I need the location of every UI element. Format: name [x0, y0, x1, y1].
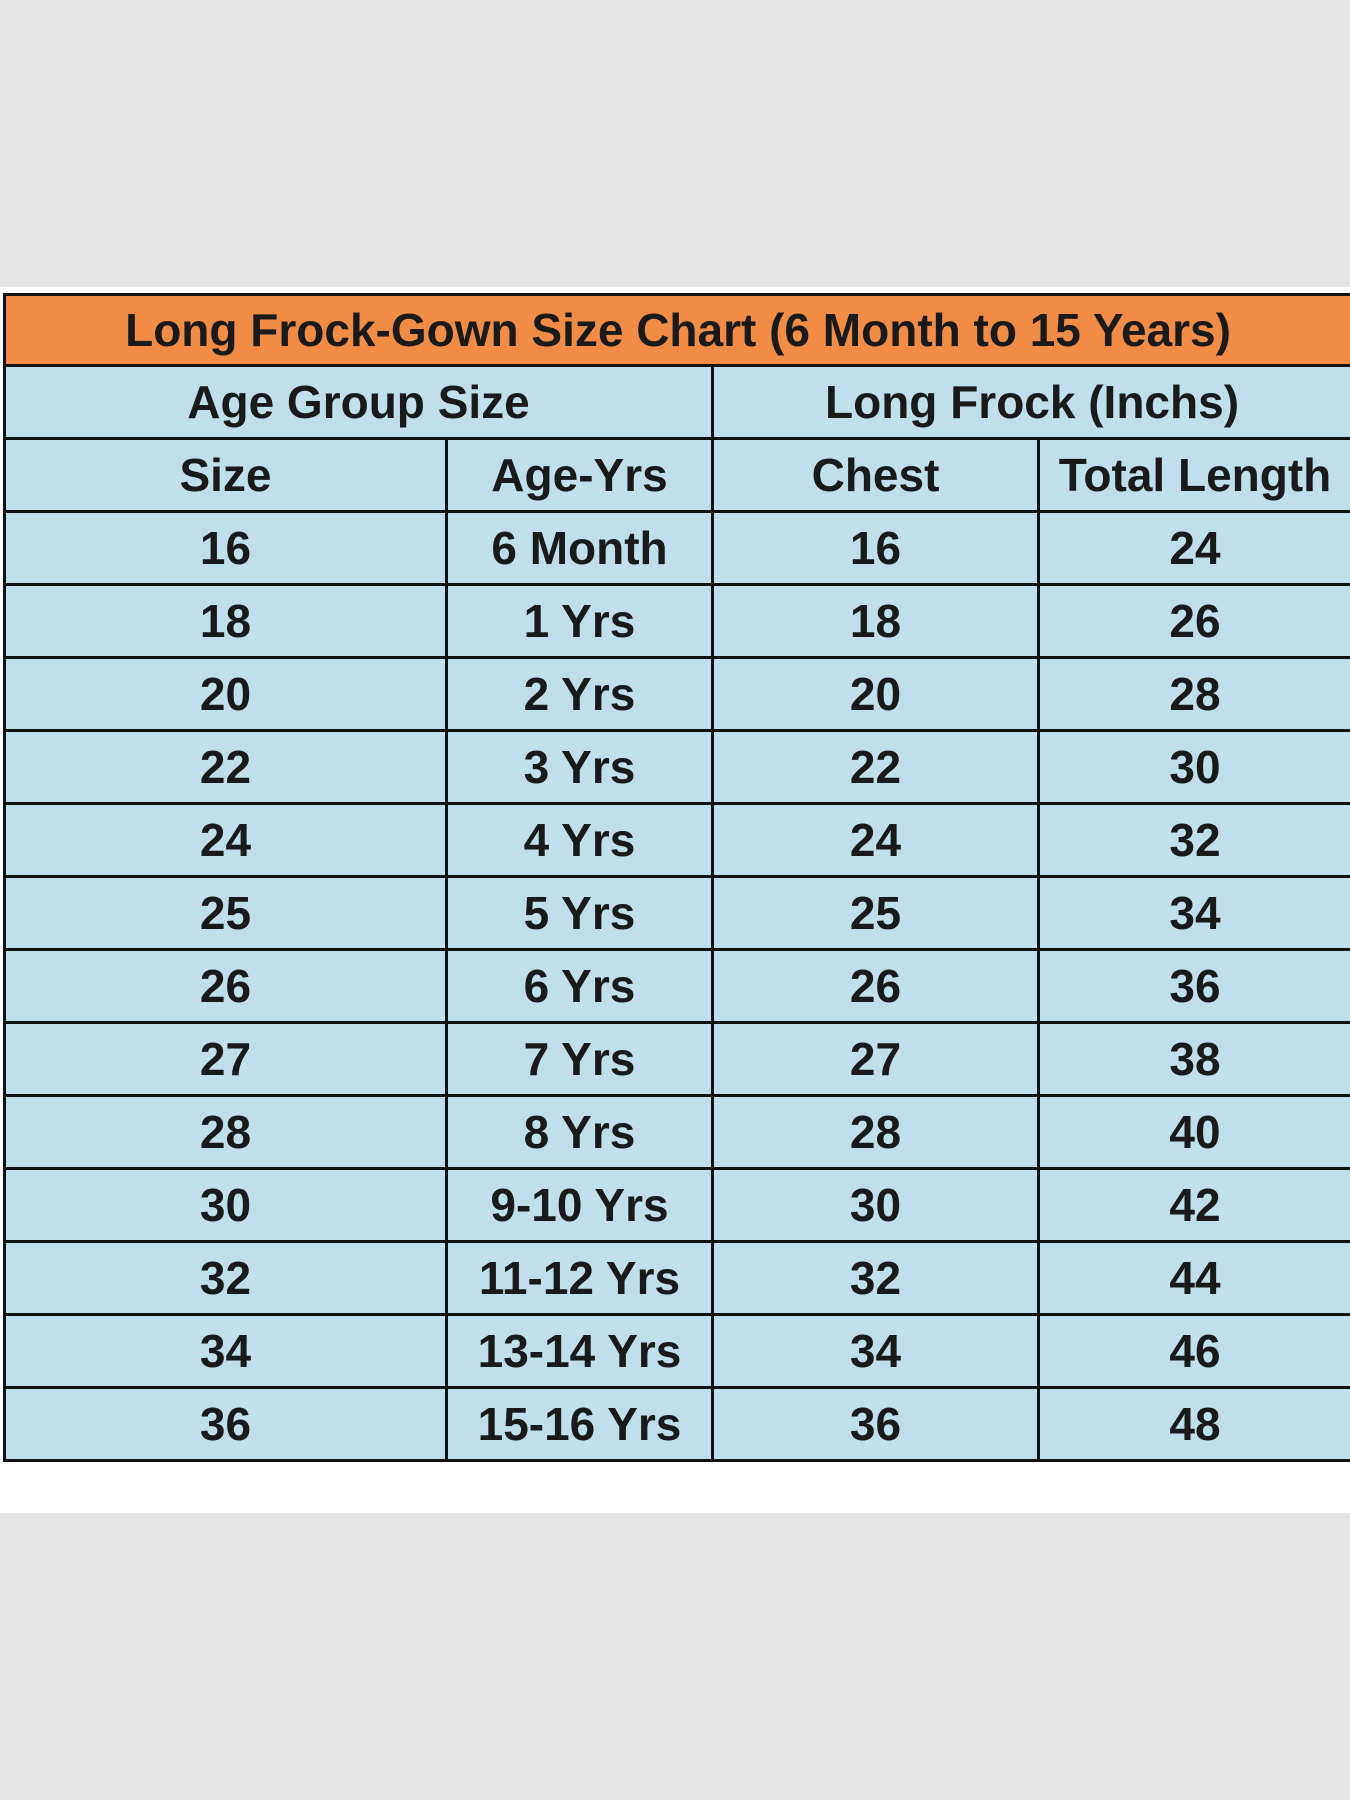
cell-chest: 25 [711, 875, 1040, 951]
table-row: 16 6 Month 16 24 [3, 510, 1350, 586]
cell-size: 26 [3, 948, 448, 1024]
cell-age: 5 Yrs [445, 875, 714, 951]
cell-size: 32 [3, 1240, 448, 1316]
cell-size: 20 [3, 656, 448, 732]
cell-chest: 16 [711, 510, 1040, 586]
table-row: 24 4 Yrs 24 32 [3, 802, 1350, 878]
cell-length: 46 [1036, 1313, 1350, 1389]
cell-age: 6 Yrs [445, 948, 714, 1024]
size-chart-table: Long Frock-Gown Size Chart (6 Month to 1… [2, 293, 1350, 1462]
cell-length: 48 [1036, 1386, 1350, 1462]
cell-length: 44 [1036, 1240, 1350, 1316]
cell-length: 38 [1036, 1021, 1350, 1097]
cell-size: 28 [3, 1094, 448, 1170]
cell-size: 16 [3, 510, 448, 586]
table-row: 22 3 Yrs 22 30 [3, 729, 1350, 805]
cell-size: 27 [3, 1021, 448, 1097]
cell-chest: 36 [711, 1386, 1040, 1462]
column-header-chest: Chest [711, 437, 1040, 513]
cell-age: 13-14 Yrs [445, 1313, 714, 1389]
cell-length: 34 [1036, 875, 1350, 951]
chart-title: Long Frock-Gown Size Chart (6 Month to 1… [2, 293, 1350, 367]
table-row: 28 8 Yrs 28 40 [3, 1094, 1350, 1170]
column-header-age: Age-Yrs [445, 437, 714, 513]
cell-age: 11-12 Yrs [445, 1240, 714, 1316]
cell-chest: 24 [711, 802, 1040, 878]
cell-size: 34 [3, 1313, 448, 1389]
cell-chest: 27 [711, 1021, 1040, 1097]
table-row: 27 7 Yrs 27 38 [3, 1021, 1350, 1097]
cell-length: 42 [1036, 1167, 1350, 1243]
table-row: 26 6 Yrs 26 36 [3, 948, 1350, 1024]
size-chart-sheet: Long Frock-Gown Size Chart (6 Month to 1… [0, 287, 1350, 1513]
cell-age: 9-10 Yrs [445, 1167, 714, 1243]
table-row: 20 2 Yrs 20 28 [3, 656, 1350, 732]
cell-length: 30 [1036, 729, 1350, 805]
group-header-frock: Long Frock (Inchs) [710, 364, 1350, 440]
cell-age: 2 Yrs [445, 656, 714, 732]
cell-age: 3 Yrs [445, 729, 714, 805]
cell-size: 30 [3, 1167, 448, 1243]
cell-size: 18 [3, 583, 448, 659]
cell-chest: 30 [711, 1167, 1040, 1243]
cell-chest: 22 [711, 729, 1040, 805]
cell-size: 22 [3, 729, 448, 805]
cell-age: 4 Yrs [445, 802, 714, 878]
cell-length: 26 [1036, 583, 1350, 659]
cell-size: 36 [3, 1386, 448, 1462]
cell-chest: 32 [711, 1240, 1040, 1316]
column-header-size: Size [3, 437, 448, 513]
table-body: 16 6 Month 16 24 18 1 Yrs 18 26 20 2 Yrs 20 28 22 3 Y… [3, 510, 1350, 1462]
cell-age: 7 Yrs [445, 1021, 714, 1097]
group-header-row: Age Group Size Long Frock (Inchs) [3, 364, 1350, 440]
table-row: 36 15-16 Yrs 36 48 [3, 1386, 1350, 1462]
cell-chest: 26 [711, 948, 1040, 1024]
cell-length: 40 [1036, 1094, 1350, 1170]
cell-size: 25 [3, 875, 448, 951]
title-row: Long Frock-Gown Size Chart (6 Month to 1… [2, 293, 1350, 367]
cell-length: 24 [1036, 510, 1350, 586]
cell-age: 8 Yrs [445, 1094, 714, 1170]
cell-size: 24 [3, 802, 448, 878]
cell-age: 6 Month [445, 510, 714, 586]
cell-age: 15-16 Yrs [445, 1386, 714, 1462]
group-header-age: Age Group Size [3, 364, 714, 440]
column-header-length: Total Length [1036, 437, 1350, 513]
table-row: 32 11-12 Yrs 32 44 [3, 1240, 1350, 1316]
table-row: 34 13-14 Yrs 34 46 [3, 1313, 1350, 1389]
table-row: 18 1 Yrs 18 26 [3, 583, 1350, 659]
table-row: 30 9-10 Yrs 30 42 [3, 1167, 1350, 1243]
cell-length: 28 [1036, 656, 1350, 732]
cell-length: 36 [1036, 948, 1350, 1024]
cell-chest: 18 [711, 583, 1040, 659]
table-row: 25 5 Yrs 25 34 [3, 875, 1350, 951]
cell-chest: 28 [711, 1094, 1040, 1170]
cell-chest: 20 [711, 656, 1040, 732]
cell-age: 1 Yrs [445, 583, 714, 659]
column-header-row: Size Age-Yrs Chest Total Length [3, 437, 1350, 513]
cell-chest: 34 [711, 1313, 1040, 1389]
cell-length: 32 [1036, 802, 1350, 878]
